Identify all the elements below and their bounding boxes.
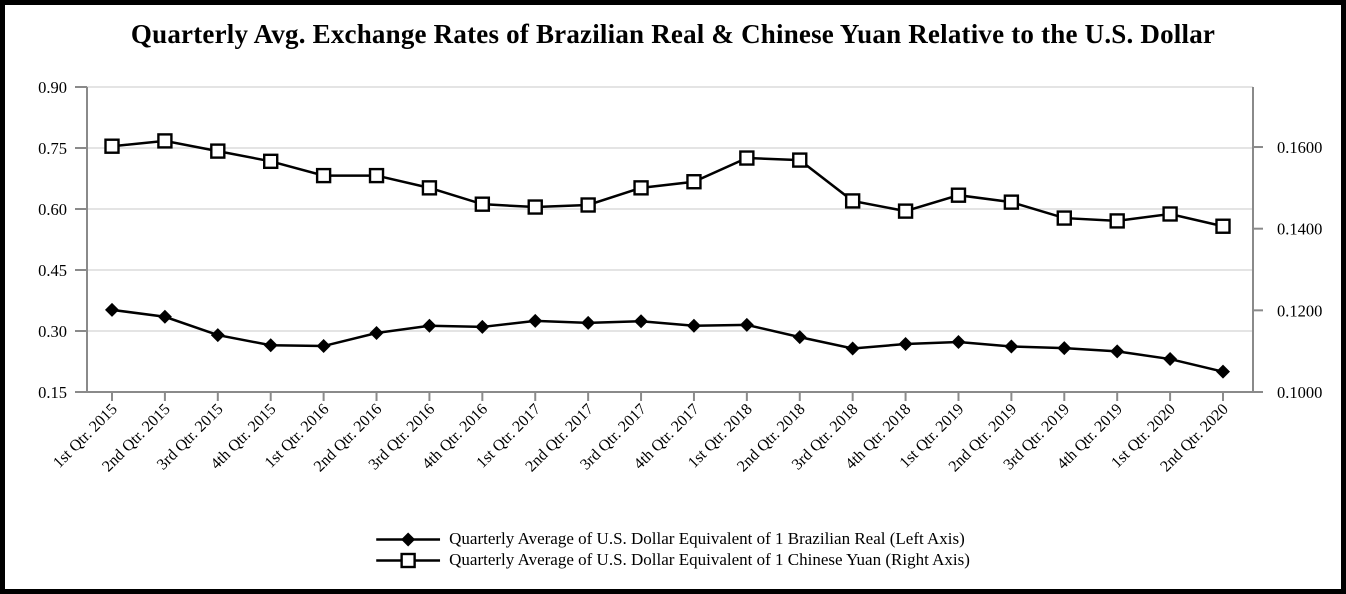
chinese-yuan-marker [474, 196, 491, 212]
left-axis-tick-label: 0.30 [38, 322, 67, 341]
left-axis-tick-label: 0.60 [38, 200, 67, 219]
brazilian-real-marker [634, 314, 649, 329]
chinese-yuan-marker [633, 180, 649, 196]
brazilian-real-marker [1004, 339, 1019, 354]
brazilian-real-marker [898, 337, 913, 352]
legend-item-brazilian-real: Quarterly Average of U.S. Dollar Equival… [376, 529, 965, 549]
legend-label-brazilian-real: Quarterly Average of U.S. Dollar Equival… [449, 529, 965, 548]
brazilian-real-marker [316, 339, 331, 354]
brazilian-real-line [111, 308, 1224, 373]
brazilian-real-marker [263, 338, 278, 353]
brazilian-real-marker [1163, 352, 1178, 367]
chinese-yuan-marker [950, 187, 967, 203]
right-axis-tick-label: 0.1400 [1277, 220, 1322, 239]
legend-item-chinese-yuan: Quarterly Average of U.S. Dollar Equival… [376, 550, 970, 570]
chinese-yuan-marker [210, 143, 226, 159]
brazilian-real-marker [369, 326, 384, 341]
chinese-yuan-marker [527, 199, 543, 215]
left-axis-tick-label: 0.15 [38, 383, 67, 402]
chinese-yuan-marker [157, 133, 173, 149]
filled-diamond-marker-icon [376, 532, 441, 546]
chinese-yuan-line [111, 139, 1224, 228]
chinese-yuan-series [104, 133, 1231, 234]
right-axis-tick-label: 0.1000 [1277, 383, 1322, 402]
chart-title: Quarterly Avg. Exchange Rates of Brazili… [130, 19, 1216, 49]
left-axis-tick-label: 0.45 [38, 261, 67, 280]
brazilian-real-marker [792, 330, 807, 345]
left-axis-tick-label: 0.90 [38, 78, 67, 97]
chinese-yuan-marker [792, 152, 808, 168]
brazilian-real-marker [422, 318, 437, 333]
plot-area: 0.90 0.75 0.60 0.45 0.30 0.15 0.1600 0.1400 0.12… [38, 78, 1322, 475]
chinese-yuan-marker [315, 167, 332, 184]
chinese-yuan-marker [686, 174, 702, 190]
chinese-yuan-marker [421, 180, 438, 196]
brazilian-real-marker [951, 334, 966, 349]
chinese-yuan-marker [368, 167, 385, 184]
brazilian-real-marker [157, 309, 172, 324]
chinese-yuan-marker [1162, 206, 1178, 222]
brazilian-real-series [105, 302, 1230, 379]
open-square-marker-icon [376, 552, 441, 568]
brazilian-real-marker [739, 317, 754, 332]
brazilian-real-marker [210, 328, 225, 343]
chinese-yuan-marker [1215, 218, 1231, 234]
brazilian-real-marker [1057, 341, 1072, 356]
brazilian-real-marker [105, 302, 119, 317]
chinese-yuan-marker [580, 197, 596, 213]
chinese-yuan-marker [400, 552, 416, 568]
chinese-yuan-marker [844, 193, 861, 209]
brazilian-real-marker [528, 313, 543, 328]
left-axis-tick-label: 0.75 [38, 139, 67, 158]
brazilian-real-marker [475, 319, 490, 334]
chinese-yuan-marker [1109, 213, 1125, 229]
chinese-yuan-marker [739, 150, 755, 166]
legend: Quarterly Average of U.S. Dollar Equival… [376, 529, 970, 570]
brazilian-real-marker [686, 318, 701, 333]
chinese-yuan-marker [897, 203, 914, 219]
right-axis-tick-label: 0.1200 [1277, 301, 1322, 320]
brazilian-real-marker [1216, 364, 1230, 379]
right-axis-tick-label: 0.1600 [1277, 138, 1322, 157]
chinese-yuan-marker [1003, 194, 1020, 210]
brazilian-real-marker [1110, 344, 1125, 359]
chinese-yuan-marker [263, 153, 279, 170]
chinese-yuan-marker [104, 138, 120, 154]
legend-label-chinese-yuan: Quarterly Average of U.S. Dollar Equival… [449, 550, 970, 569]
chinese-yuan-marker [1056, 210, 1072, 226]
brazilian-real-marker [845, 341, 860, 356]
brazilian-real-marker [401, 532, 416, 546]
brazilian-real-marker [581, 315, 596, 330]
